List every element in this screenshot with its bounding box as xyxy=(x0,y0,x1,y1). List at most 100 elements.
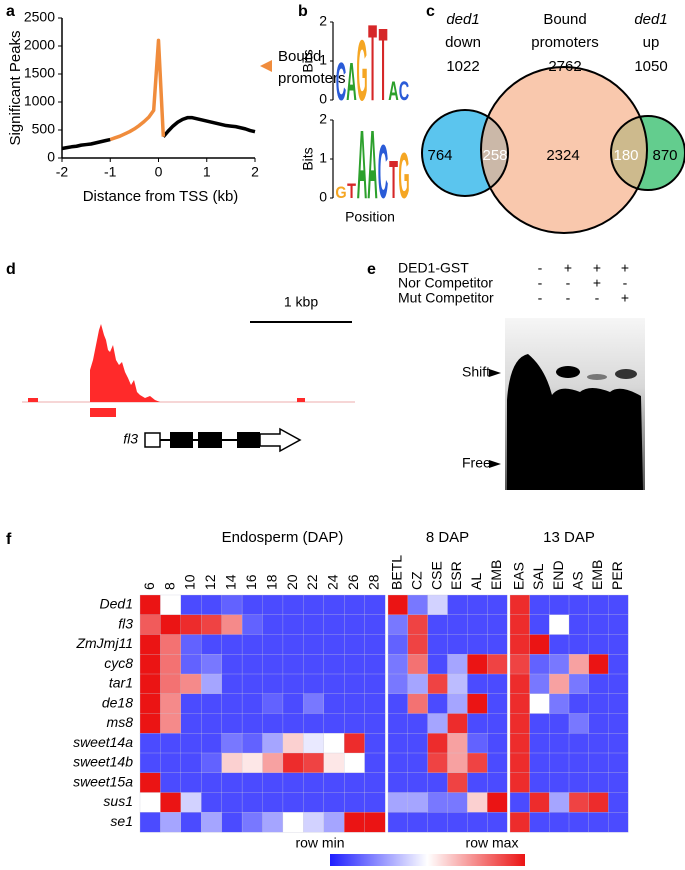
panel-label: c xyxy=(426,3,435,20)
heat-cell xyxy=(282,812,304,833)
heat-cell xyxy=(549,673,570,695)
row-label: sweet14b xyxy=(73,754,133,770)
heat-cell xyxy=(487,733,508,754)
heat-cell xyxy=(549,713,570,734)
heat-cell xyxy=(467,752,488,774)
heat-cell xyxy=(427,673,448,695)
heat-cell xyxy=(262,634,284,655)
heat-cell xyxy=(588,792,609,813)
heat-cell xyxy=(608,733,629,754)
heat-cell xyxy=(447,733,468,754)
set-label: ded1 xyxy=(446,11,479,28)
heat-cell xyxy=(387,634,409,655)
treatment-sign: - xyxy=(538,275,543,291)
heat-cell xyxy=(262,792,284,813)
heat-cell xyxy=(529,752,550,774)
heat-cell xyxy=(282,614,304,635)
x-tick-label: 2 xyxy=(251,164,259,180)
band-label: Free xyxy=(462,455,491,471)
heat-cell xyxy=(407,594,429,616)
shift-band xyxy=(587,374,607,380)
row-label: Ded1 xyxy=(100,596,133,612)
heat-cell xyxy=(364,693,386,714)
gene-label: fl3 xyxy=(123,431,138,447)
heat-cell xyxy=(588,654,609,675)
panel-label: f xyxy=(6,531,12,548)
band-arrow xyxy=(489,369,501,377)
heat-cell xyxy=(323,812,345,833)
heat-cell xyxy=(568,713,590,734)
heat-cell xyxy=(487,673,508,695)
region-count: 2324 xyxy=(546,147,579,164)
heat-cell xyxy=(221,772,243,793)
heat-cell xyxy=(588,693,609,714)
heat-cell xyxy=(387,693,409,714)
heat-cell xyxy=(241,792,263,813)
heat-cell xyxy=(201,752,223,774)
set-label: Bound xyxy=(543,11,586,28)
treatment-sign: + xyxy=(593,275,601,291)
heat-cell xyxy=(427,594,448,616)
heat-cell xyxy=(529,713,550,734)
column-label: CSE xyxy=(428,561,444,590)
heat-cell xyxy=(549,634,570,655)
heat-cell xyxy=(568,752,590,774)
heat-cell xyxy=(241,673,263,695)
x-tick-label: -2 xyxy=(56,164,69,180)
heat-cell xyxy=(529,654,550,675)
heat-cell xyxy=(588,752,609,774)
column-label: PER xyxy=(609,561,625,590)
heat-cell xyxy=(364,634,386,655)
heat-cell xyxy=(364,733,386,754)
heat-cell xyxy=(608,792,629,813)
heat-cell xyxy=(549,733,570,754)
heat-cell xyxy=(608,654,629,675)
heat-cell xyxy=(549,594,570,616)
logo-letter: G xyxy=(398,139,409,212)
heat-cell xyxy=(241,614,263,635)
heat-cell xyxy=(262,594,284,616)
coverage xyxy=(28,398,38,402)
treatment-sign: + xyxy=(564,260,572,276)
heat-cell xyxy=(160,693,182,714)
heat-cell xyxy=(241,812,263,833)
heat-cell xyxy=(139,733,161,754)
heat-cell xyxy=(568,792,590,813)
heat-cell xyxy=(447,654,468,675)
heat-cell xyxy=(303,812,325,833)
heat-cell xyxy=(180,772,202,793)
heat-cell xyxy=(588,614,609,635)
set-size: 2762 xyxy=(548,58,581,75)
heat-cell xyxy=(262,614,284,635)
heat-cell xyxy=(160,673,182,695)
heat-cell xyxy=(407,614,429,635)
annotation: Bound xyxy=(278,48,321,65)
column-label: 20 xyxy=(284,574,300,590)
group-title: Endosperm (DAP) xyxy=(222,529,344,546)
heat-cell xyxy=(509,693,531,714)
heat-cell xyxy=(509,594,531,616)
heat-cell xyxy=(529,614,550,635)
heat-cell xyxy=(447,812,468,833)
heat-cell xyxy=(303,752,325,774)
heat-cell xyxy=(139,614,161,635)
heat-cell xyxy=(344,693,366,714)
y-tick-label: 0 xyxy=(47,149,55,165)
heat-cell xyxy=(180,812,202,833)
heat-cell xyxy=(427,792,448,813)
heat-cell xyxy=(588,634,609,655)
treatment-sign: - xyxy=(538,290,543,306)
heat-cell xyxy=(467,673,488,695)
heat-cell xyxy=(467,812,488,833)
heat-cell xyxy=(323,614,345,635)
heat-cell xyxy=(549,772,570,793)
heat-cell xyxy=(608,634,629,655)
x-axis-label: Distance from TSS (kb) xyxy=(83,188,239,205)
heat-cell xyxy=(139,792,161,813)
column-label: 10 xyxy=(182,574,198,590)
heat-cell xyxy=(447,673,468,695)
heat-cell xyxy=(427,812,448,833)
heat-cell xyxy=(427,752,448,774)
treatment-sign: - xyxy=(566,275,571,291)
